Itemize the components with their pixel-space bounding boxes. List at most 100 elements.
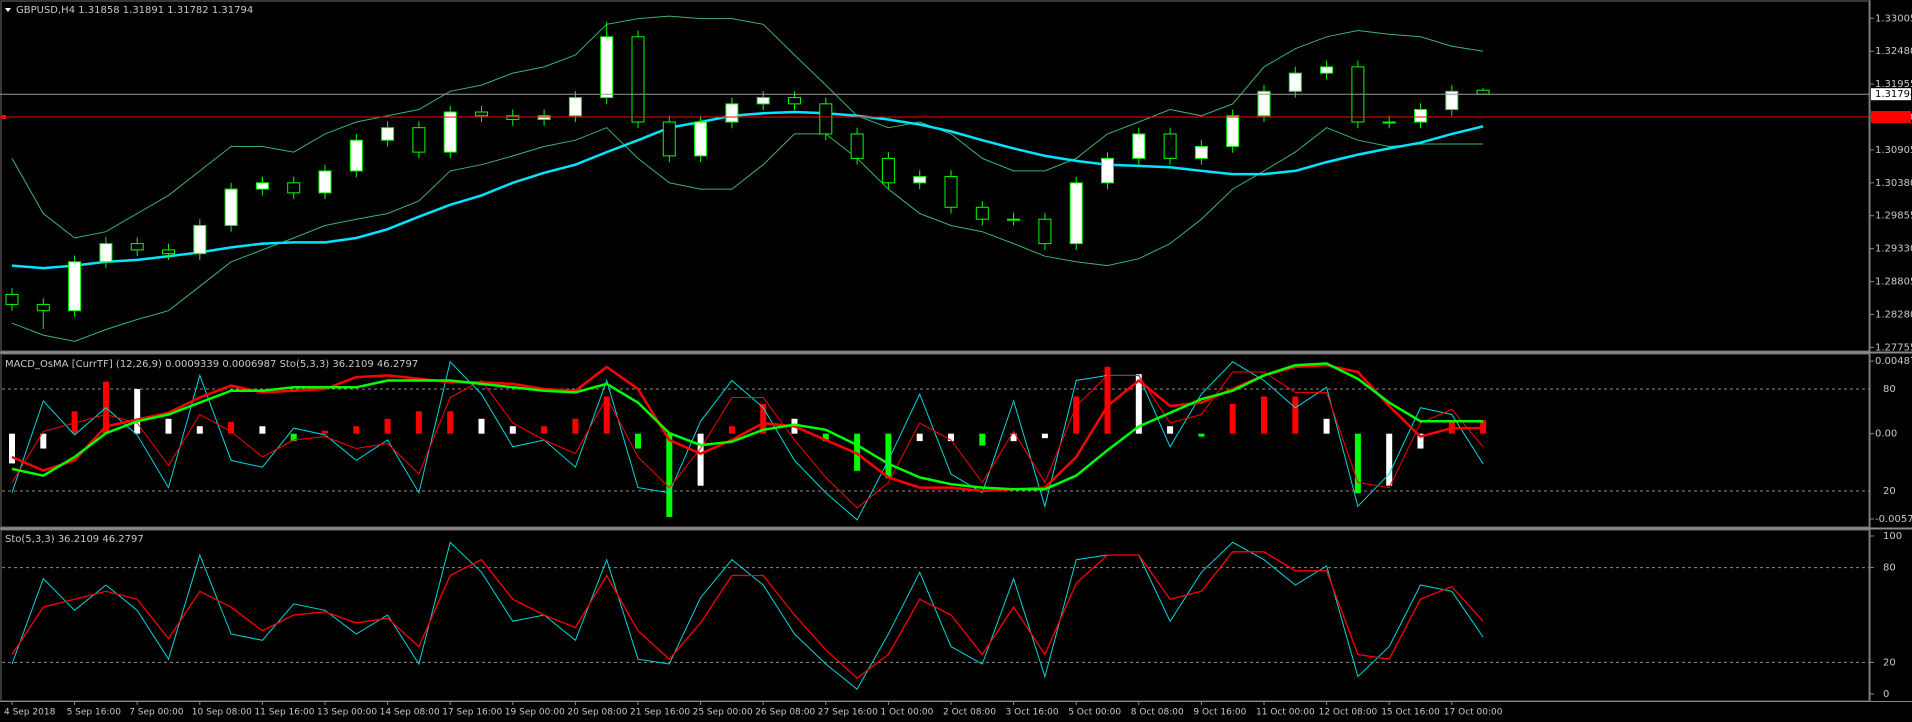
osma-bar (1261, 396, 1267, 434)
osma-bar (979, 433, 986, 446)
osma-bar (1073, 396, 1080, 434)
candle-body (224, 188, 238, 226)
y-tick-label: 1.30380 (1875, 178, 1912, 189)
sto-panel (2, 541, 1870, 691)
sto-line (11, 541, 1484, 691)
candle-body (1163, 133, 1177, 159)
osma-bar (1135, 374, 1142, 434)
osma-bar (1198, 433, 1205, 437)
osma-bar (728, 426, 735, 434)
y-tick-label: 1.31955 (1875, 79, 1912, 90)
y-tick-label: 80 (1883, 563, 1896, 574)
candle-body (568, 97, 582, 117)
symbol-header: GBPUSD,H4 1.31858 1.31891 1.31782 1.3179… (16, 5, 253, 16)
candle-body (130, 243, 144, 251)
x-tick-label: 27 Sep 16:00 (818, 708, 878, 718)
candle-body (193, 224, 207, 255)
x-tick-label: 20 Sep 08:00 (567, 708, 627, 718)
x-tick-label: 11 Oct 00:00 (1256, 708, 1315, 718)
candle-body (5, 293, 19, 305)
symbol-menu-arrow[interactable] (5, 8, 11, 12)
candle-body (1038, 218, 1052, 245)
x-tick-label: 26 Sep 08:00 (755, 708, 815, 718)
candle-body (725, 103, 739, 123)
y-tick-label: 0.00 (1875, 429, 1897, 440)
osma-bar (447, 411, 454, 434)
candle-body (631, 36, 645, 123)
sto-line (11, 551, 1484, 680)
indicator-line (11, 127, 1484, 342)
candle-body (68, 261, 82, 312)
osma-bar (822, 433, 829, 442)
y-tick-label: 20 (1883, 657, 1896, 668)
candle-body (537, 115, 551, 121)
osma-bar (916, 433, 923, 442)
y-tick-label: 1.29855 (1875, 211, 1912, 222)
candle-body (975, 206, 989, 220)
indicator-line (11, 15, 1484, 239)
osma-bar (196, 426, 203, 434)
main-panel (0, 15, 1870, 342)
x-tick-label: 11 Sep 16:00 (254, 708, 314, 718)
candle-body (1288, 72, 1302, 92)
candle-body (506, 115, 520, 121)
osma-bar (1323, 418, 1330, 434)
x-tick-label: 21 Sep 16:00 (630, 708, 690, 718)
candle-body (881, 157, 895, 184)
osma-bar (1354, 433, 1361, 494)
candle-body (443, 111, 457, 153)
y-tick-label: -0.005733 (1875, 514, 1912, 525)
osma-bar (40, 433, 47, 449)
y-tick-label: 0.004877 (1875, 356, 1912, 367)
price-level-tag (1871, 111, 1911, 124)
osma-bar (572, 418, 579, 434)
osma-bar (635, 433, 641, 449)
x-tick-label: 12 Oct 08:00 (1319, 708, 1378, 718)
candle-body (600, 36, 614, 99)
x-tick-label: 1 Oct 00:00 (880, 708, 933, 718)
osma-bar (1104, 366, 1111, 434)
osma-bar (1229, 403, 1236, 434)
osma-bar (697, 433, 704, 486)
osma-bar (9, 433, 15, 464)
candle-body (1194, 145, 1208, 159)
x-tick-label: 4 Sep 2018 (4, 708, 56, 718)
osma-bar (541, 426, 548, 434)
y-tick-label: 100 (1883, 531, 1902, 542)
x-tick-label: 19 Sep 00:00 (505, 708, 565, 718)
y-tick-label: 0 (1883, 689, 1889, 700)
osma-bar (948, 433, 954, 442)
candle-body (662, 121, 676, 157)
y-tick-label: 1.33005 (1875, 13, 1912, 24)
candle-body (1132, 133, 1146, 159)
x-tick-label: 3 Oct 16:00 (1006, 708, 1059, 718)
osma-bar (1041, 433, 1048, 439)
x-tick-label: 5 Sep 16:00 (67, 708, 122, 718)
price-level-marker (2, 115, 6, 120)
osma-bar (134, 389, 141, 434)
candle-body (412, 127, 426, 153)
indicator-line (11, 110, 1484, 270)
osma-bar (1417, 433, 1424, 449)
x-tick-label: 13 Sep 00:00 (317, 708, 377, 718)
candle-body (1476, 89, 1490, 95)
x-tick-label: 5 Oct 00:00 (1068, 708, 1121, 718)
candle-body (944, 176, 958, 208)
y-tick-label: 1.28280 (1875, 309, 1912, 320)
x-tick-label: 9 Oct 16:00 (1193, 708, 1246, 718)
candle-body (819, 103, 833, 135)
x-tick-label: 2 Oct 08:00 (943, 708, 996, 718)
candle-body (1069, 182, 1083, 245)
osma-bar (165, 418, 172, 434)
sto-overlay-line (11, 371, 1484, 509)
osma-panel (2, 360, 1870, 521)
y-tick-label: 1.27755 (1875, 342, 1912, 353)
osma-bar (666, 433, 673, 517)
osma-bar (1167, 426, 1174, 434)
candle-body (788, 97, 801, 105)
osma-bar (415, 411, 422, 434)
osma-bar (1292, 396, 1299, 434)
osma-bar (509, 426, 516, 434)
